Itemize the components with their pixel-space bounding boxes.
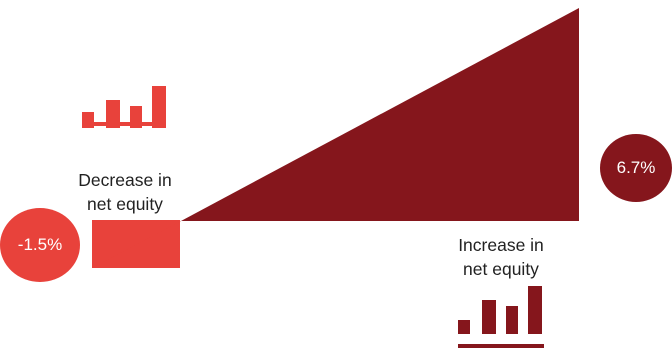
increase-value-badge: 6.7% bbox=[600, 134, 672, 202]
increase-icon-underline bbox=[458, 344, 544, 348]
decrease-value: -1.5% bbox=[17, 235, 63, 254]
decrease-label: Decrease in net equity bbox=[60, 168, 190, 216]
increase-label-line2: net equity bbox=[463, 259, 539, 279]
decrease-label-line2: net equity bbox=[87, 194, 163, 214]
increase-value: 6.7% bbox=[616, 158, 656, 177]
increase-label: Increase in net equity bbox=[436, 233, 566, 281]
decrease-icon-underline bbox=[82, 122, 166, 126]
decrease-label-line1: Decrease in bbox=[78, 170, 172, 190]
decrease-value-badge: -1.5% bbox=[0, 208, 80, 282]
increase-label-line1: Increase in bbox=[458, 235, 544, 255]
decrease-wedge bbox=[92, 221, 181, 268]
increase-wedge bbox=[181, 8, 579, 221]
increase-bar-chart-icon bbox=[458, 286, 542, 334]
